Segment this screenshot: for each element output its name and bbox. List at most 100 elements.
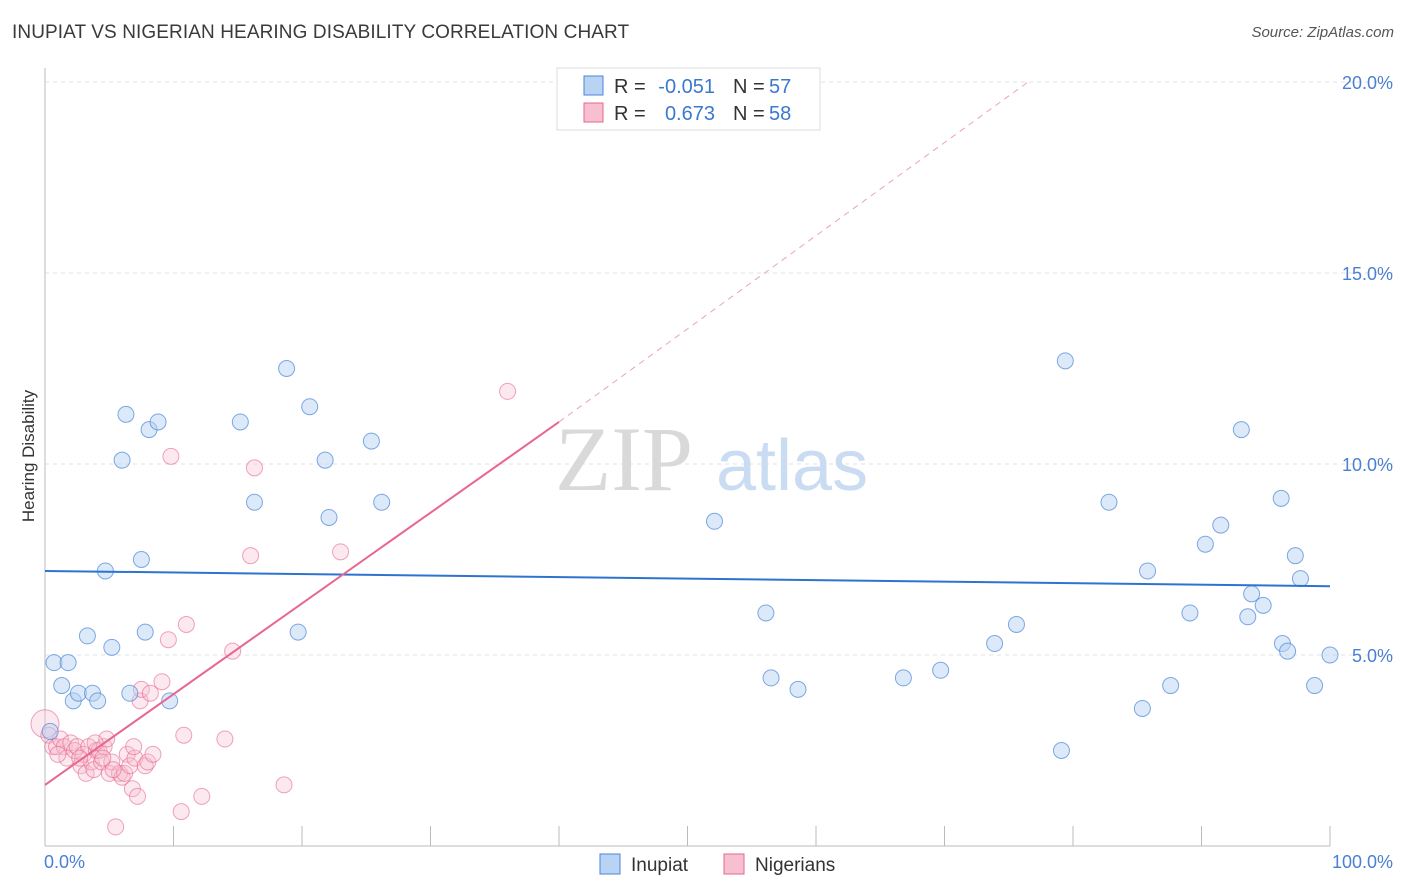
nigerians-point [129,787,147,805]
inupiat-point [117,405,135,423]
inupiat-point [1139,562,1157,580]
x-tick-label-max: 100.0% [1332,852,1393,872]
inupiat-point [1181,604,1199,622]
inupiat-point [301,398,319,416]
y-axis-label: Hearing Disability [19,389,38,522]
nigerians-legend-label: Nigerians [755,855,835,876]
nigerians-point [153,673,171,691]
inupiat-point [1056,352,1074,370]
inupiat-point [1291,570,1309,588]
inupiat-point [1052,742,1070,759]
inupiat-swatch [599,853,621,875]
inupiat-point [132,551,150,568]
inupiat-point [231,413,249,431]
trend-lines [44,81,1331,786]
inupiat-trend-line [44,569,1331,588]
inupiat-point [705,512,723,530]
nigerians-point [332,543,350,561]
axes [44,68,1331,847]
nigerians-point [177,615,195,633]
inupiat-r-value: -0.051 [658,76,715,98]
inupiat-point [161,692,179,710]
watermark: ZIP atlas [555,408,868,510]
inupiat-legend-swatch [583,75,604,96]
nigerians-n-label: N = [733,103,765,125]
nigerians-point [499,382,517,400]
nigerians-point [175,726,193,744]
y-tick-label: 10.0% [1342,455,1393,475]
watermark-zip: ZIP [555,408,693,510]
inupiat-r-label: R = [614,76,646,98]
inupiat-point [245,493,263,511]
nigerians-point [107,818,125,836]
inupiat-point [1212,516,1230,534]
inupiat-point [373,493,391,511]
x-tick-label-min: 0.0% [44,852,85,872]
inupiat-point [1306,677,1324,695]
nigerians-point [144,745,162,763]
nigerians-point [125,738,143,756]
nigerians-swatch [723,853,745,875]
nigerians-point [141,684,159,702]
inupiat-point [1232,421,1250,439]
inupiat-point [1239,608,1257,626]
inupiat-point [149,413,167,431]
inupiat-legend-label: Inupiat [631,855,689,876]
inupiat-point [41,722,59,740]
nigerians-point [193,787,211,805]
inupiat-point [59,654,77,672]
nigerians-point [162,447,180,465]
nigerians-point [275,776,293,794]
inupiat-point [316,451,334,469]
inupiat-point [986,635,1004,653]
nigerians-n-value: 58 [769,103,791,125]
inupiat-point [45,654,63,672]
nigerians-point [49,745,67,763]
inupiat-point [1279,642,1297,660]
y-tick-label: 15.0% [1342,264,1393,284]
inupiat-point [113,451,131,469]
inupiat-point [894,669,912,687]
nigerians-legend-swatch [583,102,604,123]
inupiat-point [1100,493,1118,511]
inupiat-point [1254,596,1272,614]
inupiat-point [136,623,154,641]
inupiat-point [78,627,96,645]
inupiat-point [762,669,780,687]
series-legend: Inupiat Nigerians [599,853,835,876]
nigerians-trend-line [44,421,560,786]
nigerians-r-value: 0.673 [665,103,715,125]
y-tick-label: 20.0% [1342,73,1393,93]
inupiat-point [1196,535,1214,553]
inupiat-point [103,638,121,656]
inupiat-point [362,432,380,450]
y-tick-label: 5.0% [1352,646,1393,666]
source-credit: Source: ZipAtlas.com [1251,24,1394,41]
nigerians-point [159,631,177,649]
nigerians-point [245,459,263,477]
nigerians-point [216,730,234,748]
inupiat-point [1007,615,1025,633]
nigerians-point [242,547,260,565]
watermark-atlas: atlas [716,426,868,506]
inupiat-point [289,623,307,641]
inupiat-point [932,661,950,679]
inupiat-point [1272,489,1290,507]
inupiat-point [89,692,107,710]
nigerians-point [172,803,190,821]
inupiat-point [1162,677,1180,695]
inupiat-point [789,680,807,698]
inupiat-point [121,684,139,702]
inupiat-point [278,360,296,377]
nigerians-r-label: R = [614,103,646,125]
y-tick-labels: 5.0% 10.0% 15.0% 20.0% [1342,73,1393,666]
chart-title: INUPIAT VS NIGERIAN HEARING DISABILITY C… [12,22,630,43]
grid-lines [45,81,1393,656]
inupiat-point [69,684,87,702]
nigerians-point [94,749,112,767]
nigerians-points [30,382,517,836]
inupiat-n-value: 57 [769,76,791,98]
nigerians-trend-extension [558,81,1029,423]
inupiat-point [757,604,775,622]
